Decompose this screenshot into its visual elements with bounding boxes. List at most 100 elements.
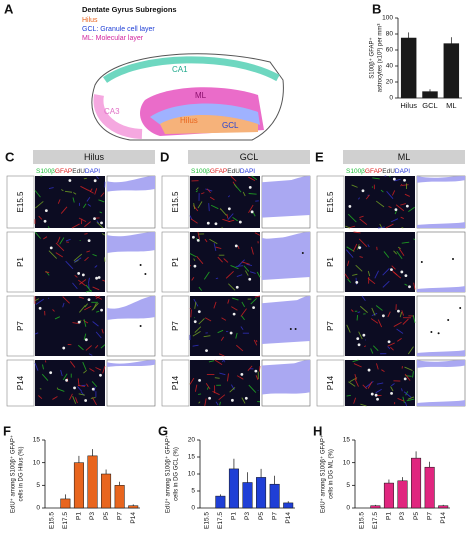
micrograph-texture <box>215 246 222 249</box>
micrograph-texture <box>370 348 374 354</box>
schematic <box>416 359 466 407</box>
x-tick-label: P5 <box>413 512 420 520</box>
micrograph-texture <box>227 195 231 198</box>
micrograph-texture <box>397 398 405 402</box>
micrograph-texture <box>71 223 80 229</box>
micrograph-texture <box>206 386 209 390</box>
micrograph-texture <box>224 361 226 363</box>
micrograph-texture <box>54 316 60 320</box>
region-label: ML <box>195 91 207 100</box>
micrograph-texture <box>387 342 395 347</box>
micrograph-texture <box>362 333 366 337</box>
micrograph-texture <box>396 250 403 260</box>
stain-name: DAPI <box>85 168 100 175</box>
schematic-region <box>107 360 155 367</box>
header-bar <box>33 150 155 164</box>
micrograph-texture <box>220 336 225 341</box>
micrograph-texture <box>219 208 227 216</box>
micrograph-texture <box>44 209 48 213</box>
micrograph-texture <box>91 381 98 388</box>
micrograph-texture <box>219 401 221 406</box>
micrograph-texture <box>92 253 97 257</box>
micrograph-texture <box>388 206 392 209</box>
micrograph-texture <box>367 368 371 372</box>
schematic <box>416 175 466 229</box>
micrograph-texture <box>193 258 196 261</box>
micrograph-texture <box>81 384 86 387</box>
micrograph-texture <box>404 193 410 197</box>
bar <box>283 502 294 509</box>
micrograph-texture <box>404 274 408 278</box>
micrograph-texture <box>371 307 376 316</box>
micrograph-texture <box>84 233 88 235</box>
micrograph-texture <box>249 271 256 274</box>
micrograph-texture <box>237 259 245 268</box>
micrograph-texture <box>205 349 208 353</box>
micrograph-texture <box>213 243 217 252</box>
micrograph-texture <box>72 396 77 404</box>
micrograph-texture <box>217 329 224 334</box>
micrograph-texture <box>197 231 200 240</box>
micrograph-texture <box>84 221 91 228</box>
diagram-title: Dentate Gyrus Subregions <box>82 5 177 14</box>
micrograph-texture <box>233 183 242 193</box>
micrograph-texture <box>193 203 196 210</box>
micrograph-texture <box>52 309 55 312</box>
bar <box>383 482 394 509</box>
schematic-dot <box>447 319 450 321</box>
x-tick-label: P5 <box>103 512 110 520</box>
micrograph-texture <box>412 371 414 378</box>
micrograph-texture <box>393 271 402 279</box>
age-label: P7 <box>16 321 25 331</box>
micrograph-texture <box>392 177 396 181</box>
legend-entry: Hilus <box>82 17 98 24</box>
micrograph-texture <box>99 373 102 377</box>
schematic-dot <box>144 273 147 275</box>
x-tick-label: E15.5 <box>204 512 211 529</box>
micrograph-texture <box>403 391 412 398</box>
micrograph-texture <box>234 244 238 248</box>
schematic-dot <box>452 258 454 260</box>
micrograph-texture <box>96 221 104 229</box>
micrograph-texture <box>95 276 98 280</box>
micrograph-texture <box>345 249 354 258</box>
micrograph-texture <box>213 301 217 309</box>
micrograph-texture <box>348 213 357 223</box>
micrograph-texture <box>85 345 92 351</box>
micrograph-texture <box>245 270 249 276</box>
micrograph-texture <box>191 276 195 281</box>
header-label: GCL <box>240 152 259 162</box>
micrograph-texture <box>101 233 106 236</box>
micrograph-texture <box>383 251 390 258</box>
micrograph-texture <box>361 189 365 193</box>
micrograph-texture <box>221 359 225 362</box>
y-tick-label: 15 <box>33 437 41 444</box>
micrograph-texture <box>68 179 72 182</box>
micrograph-texture <box>248 185 252 189</box>
micrograph-texture <box>206 221 210 225</box>
schematic-region <box>417 350 465 356</box>
panel-letter: C <box>5 149 15 164</box>
micrograph-texture <box>253 339 258 346</box>
x-tick-label: E15.5 <box>49 512 56 529</box>
x-tick-label: E15.5 <box>359 512 366 529</box>
micrograph-texture <box>241 261 250 265</box>
y-tick-label: 60 <box>386 47 394 54</box>
micrograph-texture <box>252 306 256 309</box>
micrograph-texture <box>254 369 258 373</box>
micrograph-texture <box>361 295 366 302</box>
micrograph-texture <box>87 203 92 207</box>
micrograph-texture <box>102 365 106 374</box>
micrograph-texture <box>87 189 94 194</box>
micrograph-texture <box>96 176 99 180</box>
y-tick-label: 20 <box>188 437 196 444</box>
micrograph-texture <box>208 360 215 363</box>
micrograph-texture <box>86 383 89 387</box>
bar <box>101 473 112 509</box>
micrograph-texture <box>404 401 408 407</box>
y-tick-label: 10 <box>343 459 351 466</box>
micrograph-texture <box>69 361 76 368</box>
micrograph-texture <box>86 196 91 202</box>
schematic-dot <box>294 328 297 330</box>
micrograph-texture <box>345 225 351 229</box>
